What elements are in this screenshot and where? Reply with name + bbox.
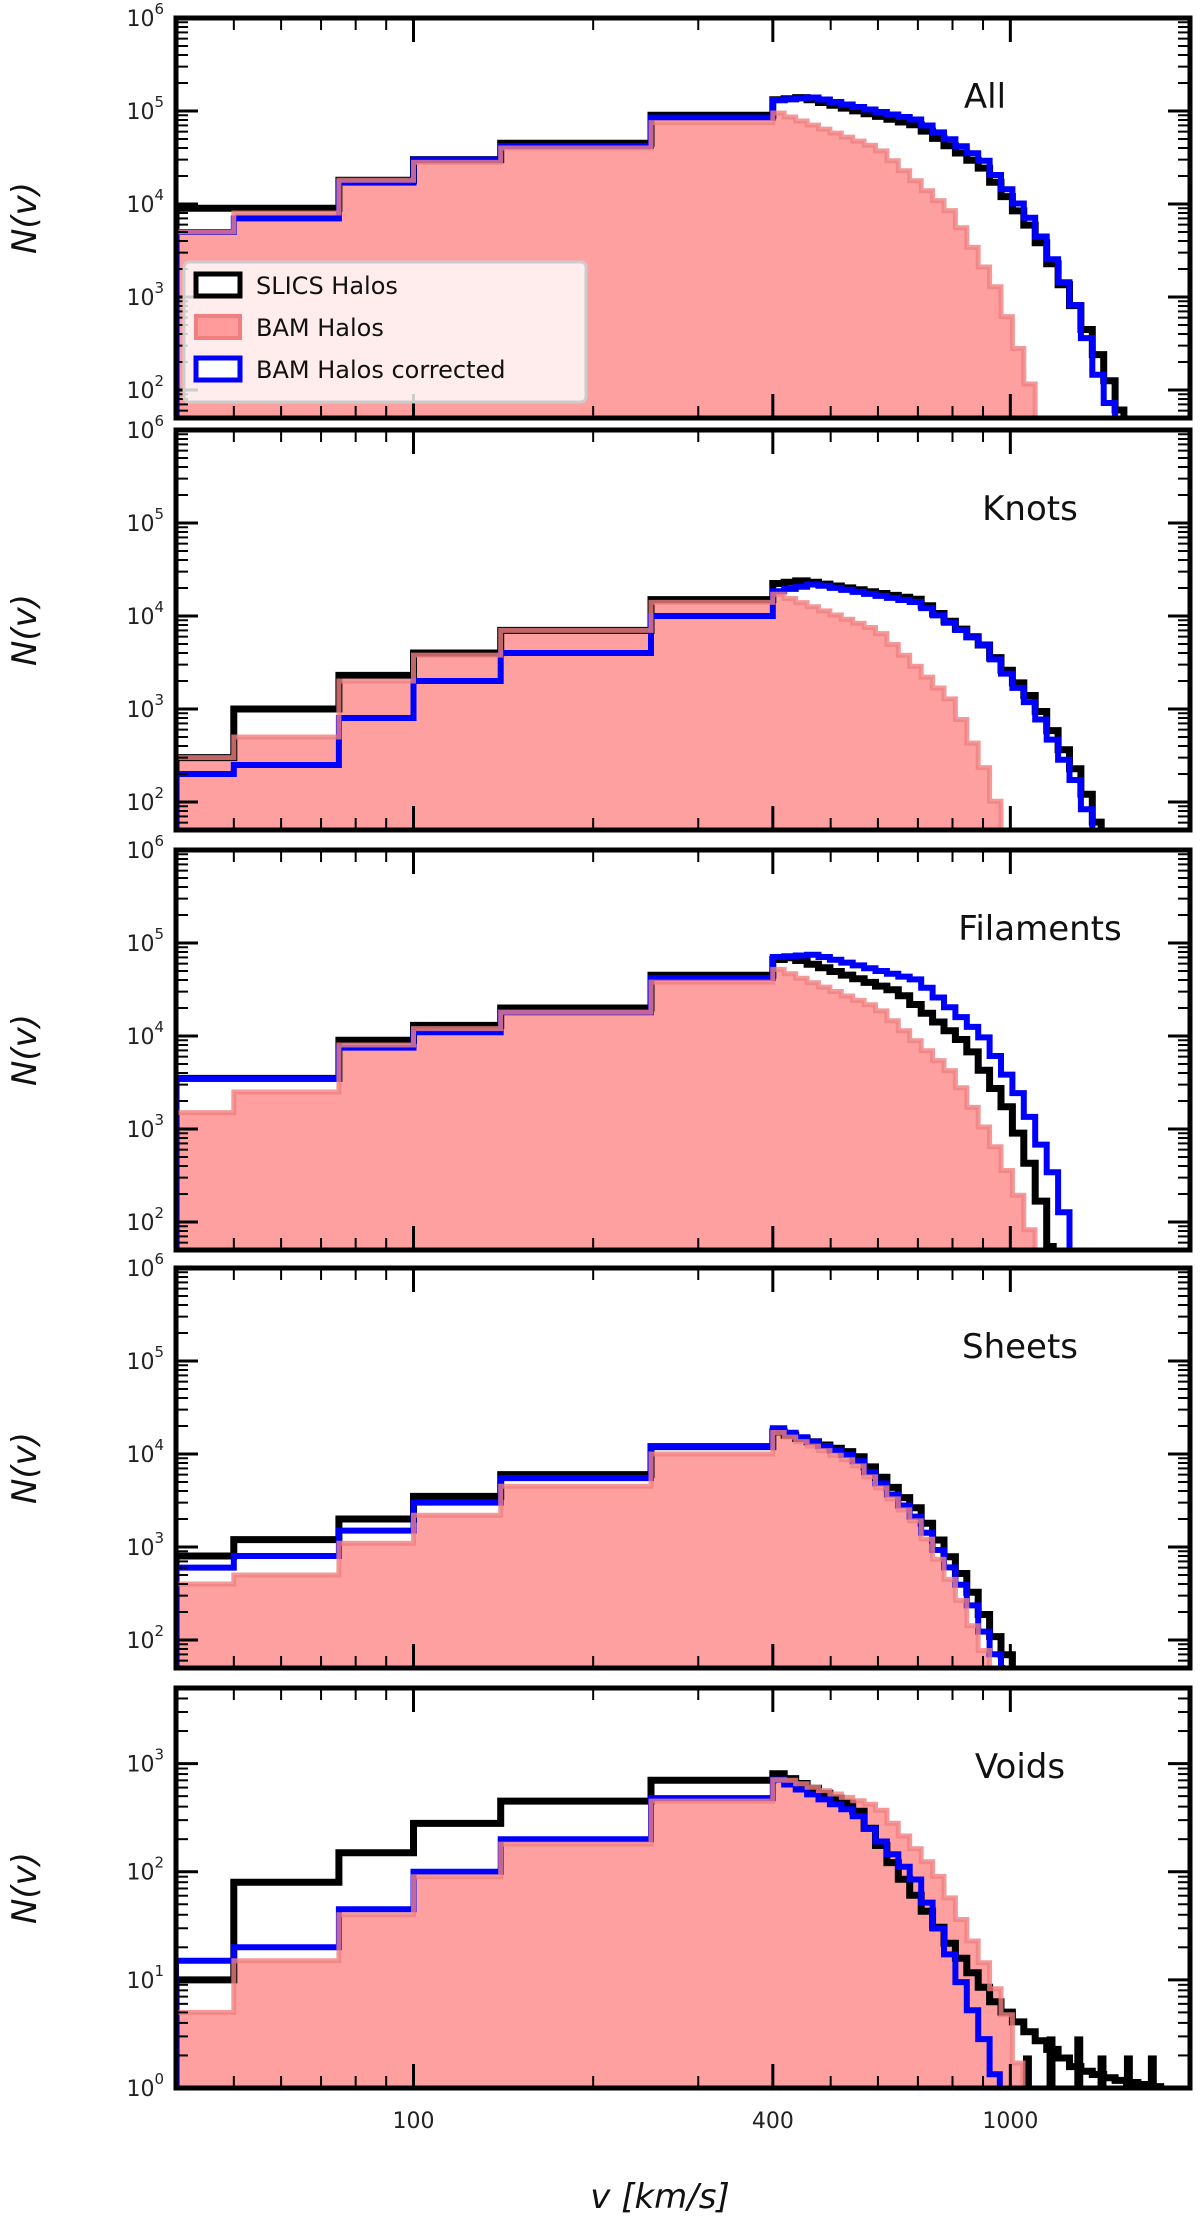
panel-voids: 100 101 102 103 N(v) Voids 100 400 1000 bbox=[5, 1685, 1193, 2134]
y-tick-label: 106 bbox=[126, 412, 164, 444]
legend-entry: BAM Halos bbox=[256, 314, 384, 342]
y-tick-label: 105 bbox=[126, 505, 164, 537]
legend-entry: BAM Halos corrected bbox=[256, 356, 506, 384]
plot-area bbox=[176, 951, 1073, 1250]
legend-entry: SLICS Halos bbox=[256, 272, 398, 300]
y-tick-label: 102 bbox=[126, 1854, 164, 1886]
slics-sparse-bin bbox=[1022, 2055, 1032, 2088]
y-axis-label: N(v) bbox=[5, 182, 45, 254]
y-tick-label: 104 bbox=[126, 1436, 164, 1468]
panel-sheets: 102 103 104 105 106 N(v) Sheets bbox=[5, 1250, 1193, 1671]
y-tick-label: 105 bbox=[126, 93, 164, 125]
y-tick-label: 106 bbox=[126, 1250, 164, 1282]
series-bam-halos-corrected bbox=[176, 581, 1096, 830]
y-tick-label: 103 bbox=[126, 1746, 164, 1778]
series-bam-halos bbox=[176, 110, 1040, 418]
y-tick-label: 103 bbox=[126, 279, 164, 311]
plot-area bbox=[176, 1425, 1016, 1668]
x-axis-label: v [km/s] bbox=[590, 2177, 729, 2217]
series-bam-halos bbox=[176, 1430, 995, 1668]
y-tick-label: 103 bbox=[126, 691, 164, 723]
x-tick-label: 1000 bbox=[982, 2109, 1038, 2134]
panel-knots: 102 103 104 105 106 N(v) Knots bbox=[5, 412, 1193, 833]
y-tick-label: 105 bbox=[126, 1343, 164, 1375]
y-tick-label: 103 bbox=[126, 1529, 164, 1561]
y-tick-label: 102 bbox=[126, 1622, 164, 1654]
panel-label: Voids bbox=[975, 1747, 1065, 1787]
series-bam-halos bbox=[176, 1777, 1026, 2088]
y-axis-label: N(v) bbox=[5, 1014, 45, 1086]
slics-sparse-bin bbox=[1046, 2036, 1056, 2088]
y-tick-label: 104 bbox=[126, 186, 164, 218]
slics-sparse-bin bbox=[1097, 2055, 1107, 2088]
y-tick-label: 102 bbox=[126, 372, 164, 404]
y-tick-label: 106 bbox=[126, 0, 164, 32]
panel-all: 102 103 104 105 106 N(v) All SLICS Halos BAM Hal… bbox=[5, 0, 1193, 421]
legend-swatch bbox=[193, 355, 243, 383]
panel-label: Knots bbox=[982, 489, 1078, 529]
x-tick-label: 400 bbox=[752, 2109, 794, 2134]
legend-box bbox=[182, 260, 588, 404]
panel-filaments: 102 103 104 105 106 N(v) Filaments bbox=[5, 832, 1193, 1253]
bam-halos-fill bbox=[176, 594, 1006, 830]
y-axis-label: N(v) bbox=[5, 1852, 45, 1924]
series-bam-halos-corrected bbox=[176, 951, 1073, 1250]
y-tick-label: 103 bbox=[126, 1111, 164, 1143]
series-bam-halos bbox=[176, 966, 1038, 1250]
slics-sparse-bin bbox=[1123, 2055, 1133, 2088]
y-tick-label: 106 bbox=[126, 832, 164, 864]
panel-label: All bbox=[964, 77, 1006, 117]
slics-sparse-bin bbox=[1074, 2036, 1084, 2088]
y-axis-label: N(v) bbox=[5, 594, 45, 666]
y-tick-label: 100 bbox=[126, 2070, 164, 2102]
legend: SLICS Halos BAM Halos BAM Halos corrected bbox=[182, 260, 588, 404]
y-tick-label: 101 bbox=[126, 1962, 164, 1994]
y-tick-label: 102 bbox=[126, 784, 164, 816]
bam-halos-fill bbox=[176, 969, 1035, 1250]
bam-halos-fill bbox=[176, 1432, 995, 1668]
slics-sparse-bin bbox=[1147, 2055, 1157, 2088]
series-bam-halos bbox=[176, 591, 1006, 830]
panel-label: Filaments bbox=[958, 909, 1121, 949]
y-tick-label: 104 bbox=[126, 1018, 164, 1050]
plot-area bbox=[176, 577, 1105, 830]
panel-label: Sheets bbox=[962, 1327, 1078, 1367]
y-tick-label: 104 bbox=[126, 598, 164, 630]
y-axis-label: N(v) bbox=[5, 1432, 45, 1504]
legend-swatch bbox=[193, 271, 243, 299]
x-tick-label: 100 bbox=[393, 2109, 435, 2134]
bam-halos-fill bbox=[176, 1779, 1023, 2088]
y-tick-label: 102 bbox=[126, 1204, 164, 1236]
y-tick-label: 105 bbox=[126, 925, 164, 957]
legend-swatch bbox=[194, 314, 242, 340]
plot-area bbox=[176, 1770, 1165, 2088]
